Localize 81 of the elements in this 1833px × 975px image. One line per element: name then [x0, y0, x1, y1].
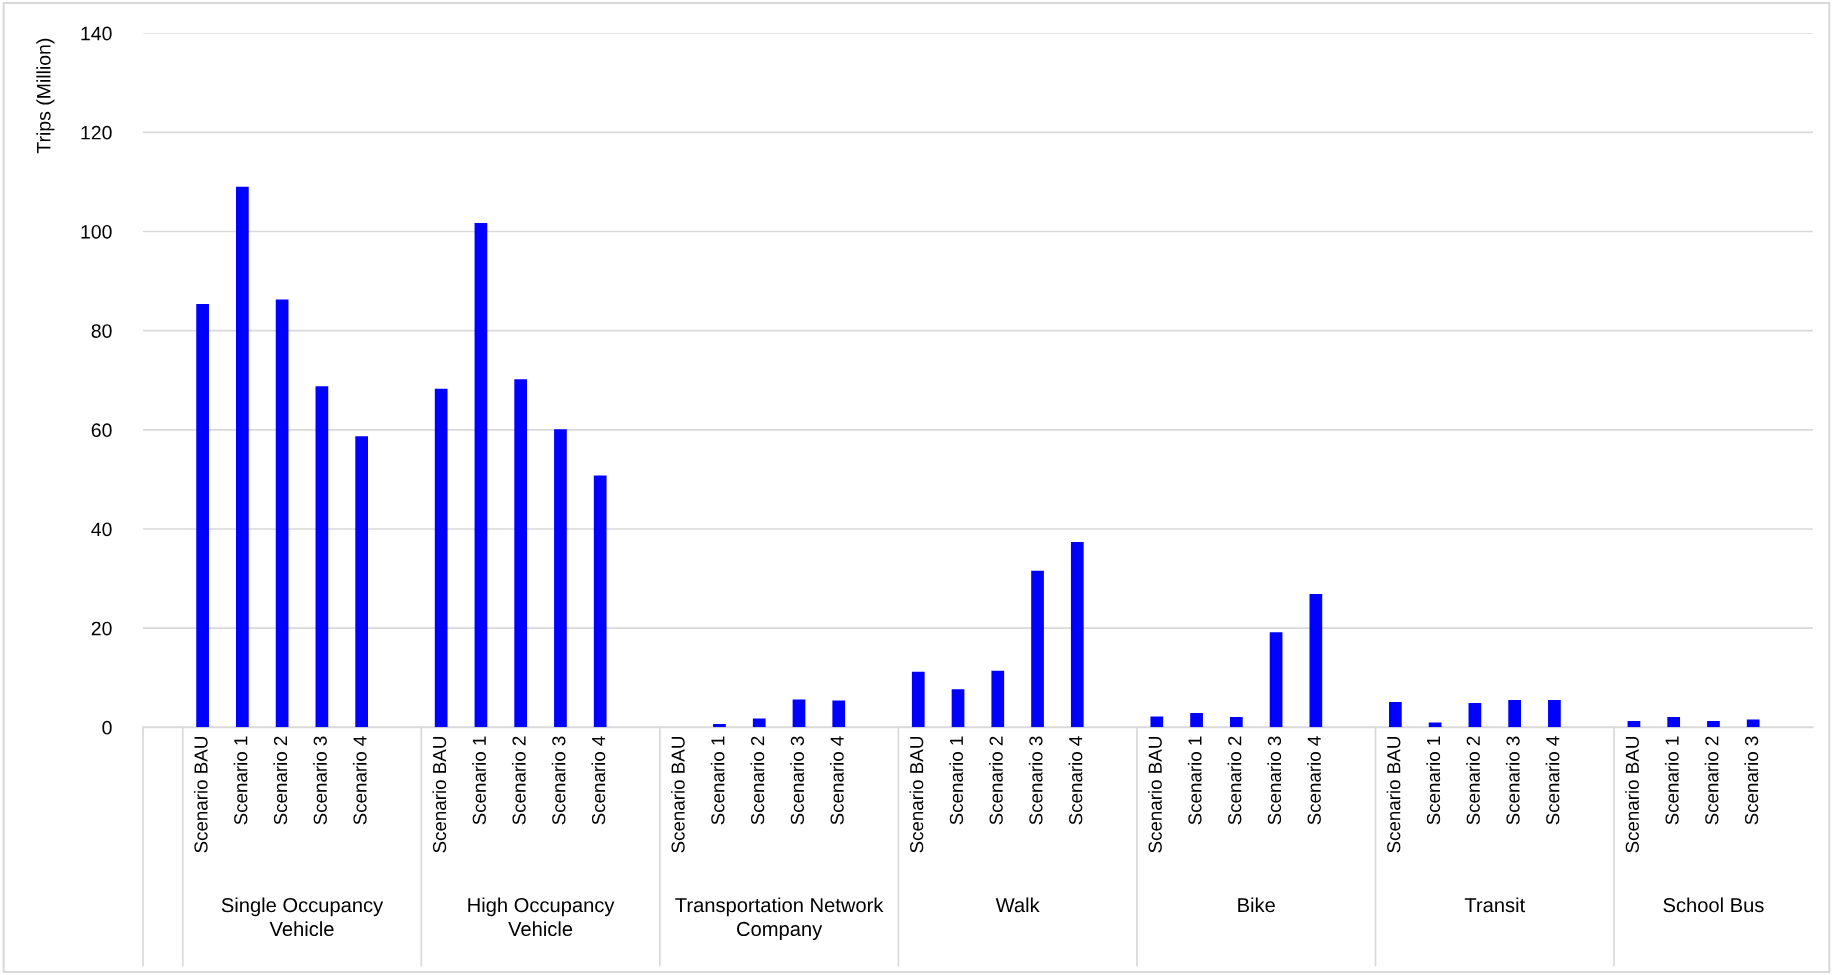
x-tick-label: Scenario 1 — [949, 736, 964, 825]
x-tick-label: Scenario 3 — [551, 736, 566, 825]
x-tick-label: Scenario 1 — [1664, 736, 1679, 825]
text: School Bus — [1663, 897, 1764, 913]
bar — [434, 388, 448, 728]
y-tick-label: 100 — [81, 224, 112, 239]
bar — [1269, 632, 1283, 728]
x-tick-label: Scenario 2 — [511, 736, 526, 825]
bar — [1508, 700, 1522, 728]
x-tick-label: Scenario 3 — [313, 736, 327, 825]
x-tick-label: Scenario BAU — [909, 737, 924, 853]
x-tick-label: Scenario 2 — [273, 736, 288, 825]
text: Transportation Network Company — [675, 897, 884, 941]
bar — [1150, 716, 1164, 728]
x-tick-label: Scenario BAU — [1386, 737, 1401, 853]
text: Bike — [1238, 897, 1275, 913]
bar — [275, 299, 289, 728]
x-tick-label: Scenario 2 — [1227, 736, 1242, 825]
y-axis-title: Trips (Million) — [36, 38, 55, 154]
bar — [474, 223, 488, 728]
x-tick-label: Scenario 4 — [830, 736, 844, 825]
bar — [1389, 702, 1402, 728]
bar — [1031, 570, 1044, 728]
bar — [236, 186, 249, 728]
x-tick-label: Scenario BAU — [670, 737, 685, 853]
bar — [1229, 716, 1243, 728]
bar — [1190, 712, 1203, 728]
bar — [554, 429, 567, 728]
y-tick-label: 120 — [81, 125, 112, 140]
y-tick-label: 40 — [91, 522, 112, 537]
x-tick-label: Scenario BAU — [193, 737, 208, 853]
text: High Occupancy Vehicle — [468, 897, 615, 937]
x-tick-label: Scenario 3 — [1267, 736, 1282, 825]
bar — [1309, 593, 1323, 728]
y-tick-label: 80 — [91, 324, 112, 338]
bar — [792, 699, 806, 728]
bar — [196, 303, 209, 728]
bar — [514, 379, 528, 728]
x-tick-label: Scenario 4 — [1545, 736, 1560, 825]
x-tick-label: Scenario 3 — [1505, 736, 1520, 825]
x-tick-label: Scenario 1 — [1187, 736, 1202, 825]
bar — [355, 436, 369, 728]
x-tick-label: Scenario 2 — [1704, 736, 1719, 825]
x-tick-label: Scenario 3 — [1744, 736, 1759, 825]
bar — [315, 386, 329, 728]
bar — [951, 689, 965, 728]
x-tick-label: Scenario 1 — [233, 736, 248, 825]
text: Walk — [995, 897, 1040, 913]
x-tick-label: Scenario 4 — [1068, 736, 1083, 825]
x-tick-label: Scenario 3 — [1028, 736, 1043, 825]
x-tick-label: Scenario 4 — [352, 736, 367, 825]
bar — [832, 700, 846, 728]
y-tick-label: 60 — [91, 423, 112, 438]
bar — [1667, 716, 1681, 728]
y-tick-label: 0 — [102, 720, 112, 735]
x-tick-label: Scenario 1 — [472, 736, 486, 825]
x-tick-label: Scenario 4 — [591, 736, 606, 825]
bar — [1468, 703, 1482, 728]
x-tick-label: Scenario BAU — [432, 737, 447, 853]
text: Transit — [1464, 897, 1526, 913]
x-tick-label: Scenario 1 — [1426, 736, 1441, 825]
bar — [991, 670, 1005, 728]
x-tick-label: Scenario 2 — [1466, 736, 1480, 825]
bar — [1428, 722, 1442, 728]
bar — [752, 718, 766, 728]
bar — [593, 475, 607, 728]
bar — [1548, 700, 1561, 728]
bar — [911, 671, 925, 728]
bar — [1746, 719, 1760, 728]
bar — [1070, 541, 1084, 728]
x-tick-label: Scenario 2 — [989, 736, 1003, 825]
x-tick-label: Scenario BAU — [1148, 737, 1162, 853]
x-tick-label: Scenario 1 — [710, 736, 725, 825]
y-tick-label: 20 — [91, 621, 112, 636]
x-tick-label: Scenario 3 — [790, 736, 805, 825]
y-tick-label: 140 — [81, 26, 112, 41]
x-tick-label: Scenario 4 — [1307, 736, 1321, 825]
bar — [1707, 720, 1720, 728]
x-tick-label: Scenario 2 — [750, 736, 765, 825]
text: Single Occupancy Vehicle — [221, 897, 384, 937]
x-tick-label: Scenario BAU — [1625, 737, 1639, 853]
